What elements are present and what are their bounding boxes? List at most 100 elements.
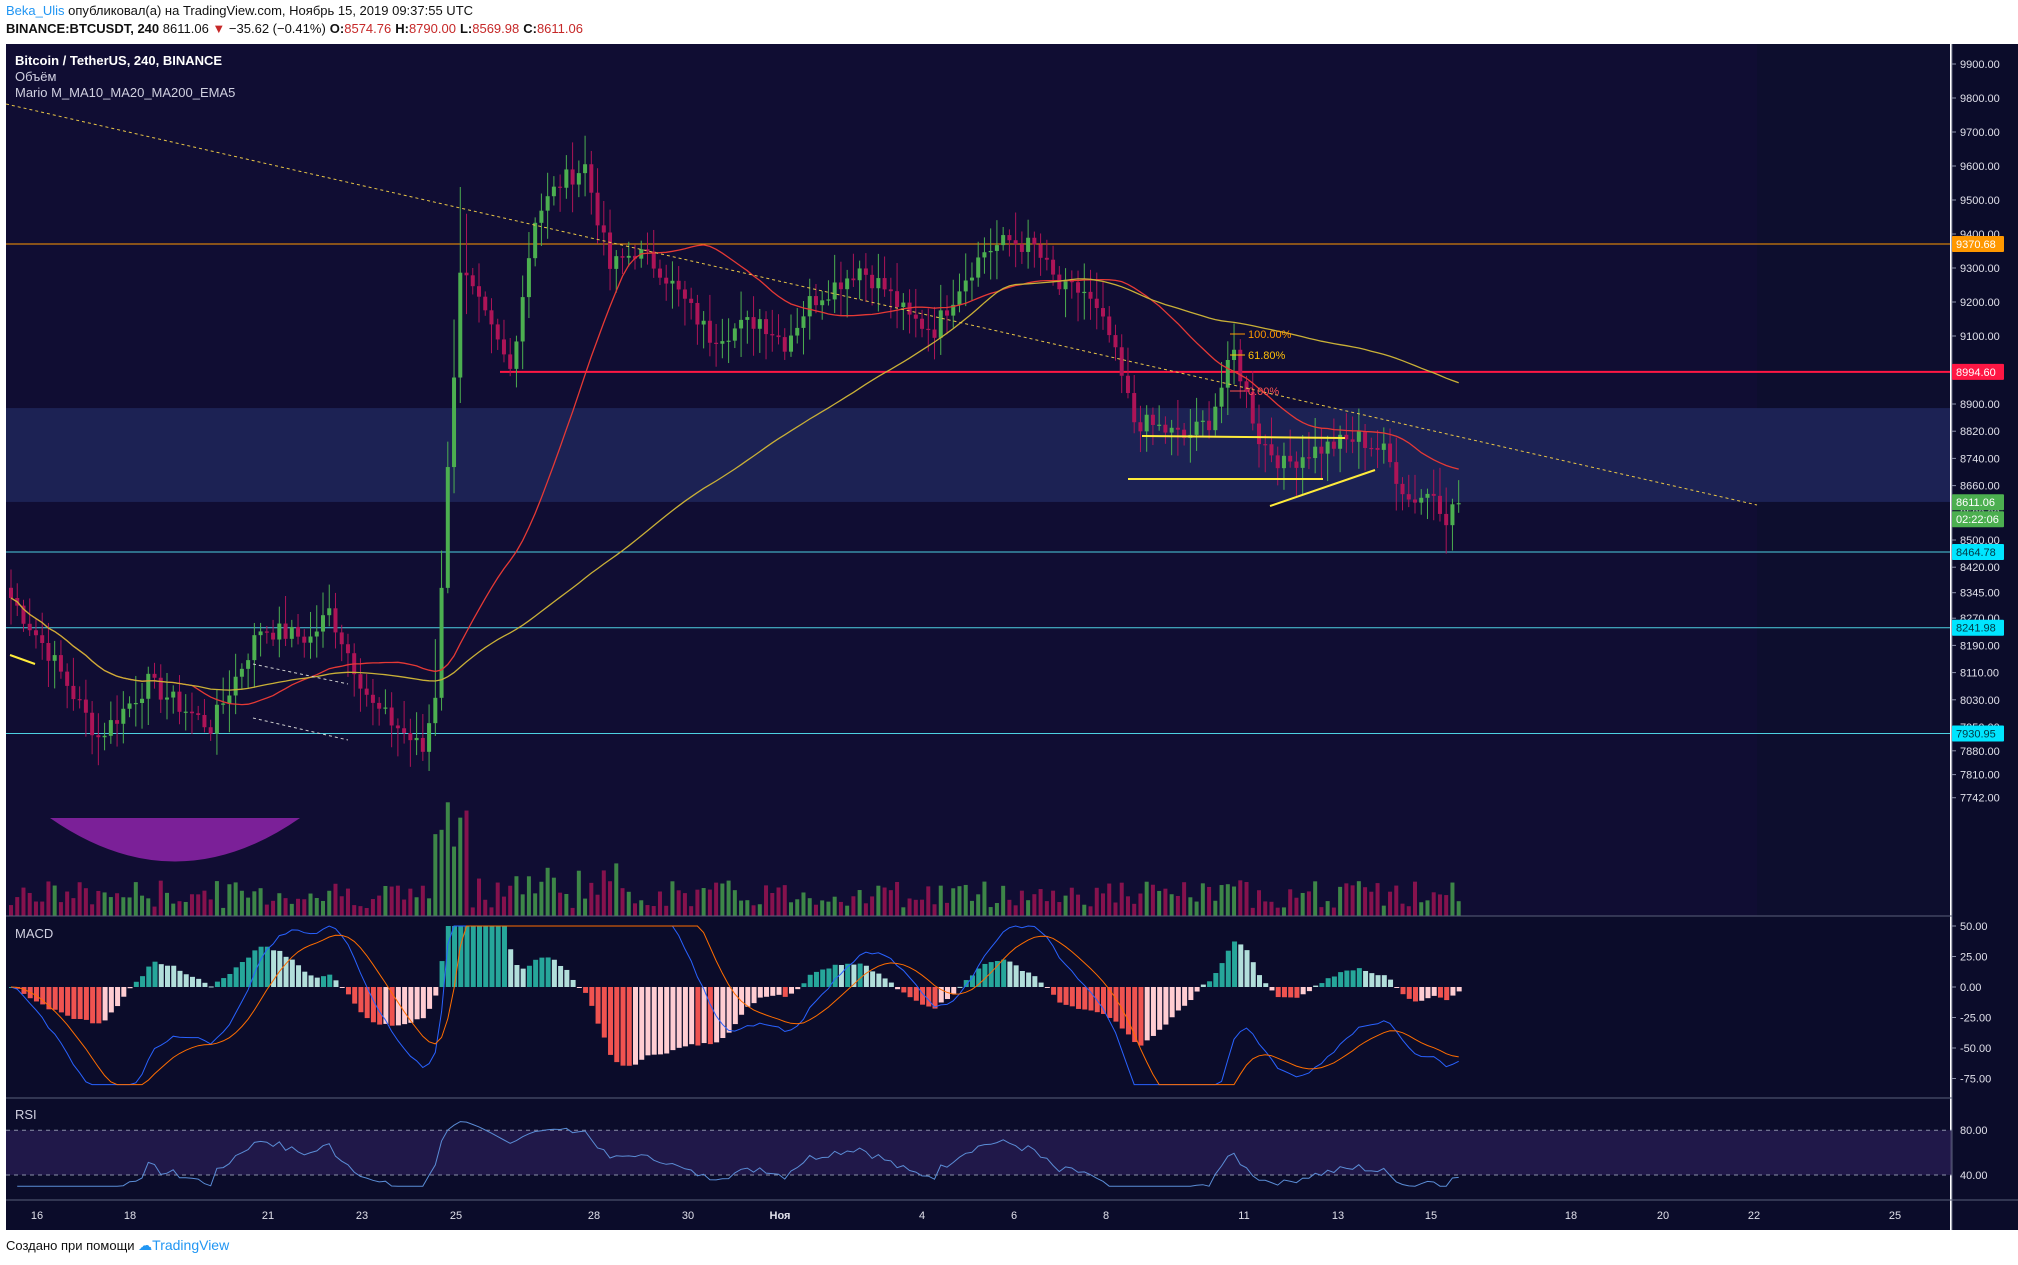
macd-bar [832, 964, 838, 987]
macd-tick-label: 25.00 [1960, 952, 1988, 964]
macd-bar [645, 987, 651, 1056]
macd-bar [1288, 987, 1294, 998]
macd-bar [1101, 987, 1106, 1014]
macd-bar [994, 961, 1000, 987]
candle [358, 674, 363, 689]
macd-tick-label: -75.00 [1960, 1074, 1991, 1086]
macd-bar [202, 982, 208, 987]
volume-bar [1082, 904, 1087, 916]
candle [1163, 424, 1168, 433]
macd-bar [1119, 987, 1125, 1029]
macd-tick-label: 50.00 [1960, 921, 1988, 933]
volume-bar [1413, 881, 1417, 916]
candle [96, 735, 101, 738]
candle [682, 289, 687, 299]
macd-bar [501, 926, 507, 987]
macd-bar [196, 978, 202, 987]
macd-bar [271, 950, 277, 987]
candle [1076, 282, 1081, 293]
candle [1400, 483, 1405, 495]
volume-bar [558, 892, 563, 916]
volume-bar [1381, 905, 1386, 916]
volume-bar [1107, 883, 1112, 916]
candle [90, 712, 95, 736]
candle [445, 467, 450, 588]
macd-bar [870, 971, 876, 987]
volume-bar [333, 883, 338, 916]
macd-bar [876, 973, 882, 987]
volume-bar [801, 892, 806, 916]
volume-bar [776, 887, 781, 916]
macd-bar [707, 987, 713, 1045]
macd-bar [595, 987, 601, 1024]
volume-bar [664, 905, 669, 916]
volume-bar [15, 897, 20, 916]
volume-bar [526, 876, 531, 916]
macd-bar [1044, 987, 1050, 988]
volume-bar [96, 890, 101, 916]
volume-bar [146, 898, 151, 916]
macd-bar [1088, 987, 1094, 1011]
candle [333, 608, 338, 633]
macd-bar [1107, 987, 1113, 1018]
volume-bar [115, 893, 120, 916]
candle [1269, 444, 1274, 456]
candle [1388, 443, 1393, 463]
volume-bar [795, 899, 800, 916]
candle [676, 280, 681, 290]
price-label-box [1952, 511, 2004, 528]
volume-bar [308, 893, 313, 916]
macd-bar [1125, 987, 1131, 1035]
macd-bar [657, 987, 663, 1055]
macd-bar [601, 987, 607, 1038]
chart-canvas[interactable]: 100.00% 61.80% 0.00% 9900.00 9800.00 9700.00… [0, 0, 2018, 1230]
candle [938, 310, 943, 338]
volume-bar [508, 885, 513, 916]
macd-bar [1026, 972, 1032, 987]
volume-bar [1319, 907, 1324, 916]
volume-bar [938, 885, 943, 916]
volume-bar [782, 885, 787, 916]
signal-line [10, 925, 1459, 1086]
macd-bar [1051, 987, 1057, 995]
macd-bar [1363, 970, 1369, 987]
macd-bar [395, 987, 401, 1026]
volume-bar [177, 901, 182, 916]
time-tick-label: 25 [1889, 1210, 1901, 1222]
volume-bar [551, 877, 556, 916]
price-tick-label: 8900.00 [1960, 399, 2000, 411]
candle [1107, 316, 1112, 336]
time-tick-label: 15 [1425, 1210, 1437, 1222]
volume-bar [1038, 889, 1043, 916]
price-tick-label: 9200.00 [1960, 297, 2000, 309]
candle [21, 605, 26, 624]
volume-bar [264, 904, 269, 916]
macd-bar [1331, 976, 1337, 987]
volume-bar [1101, 893, 1105, 916]
tradingview-brand[interactable]: TradingView [152, 1237, 230, 1253]
candle [227, 695, 232, 704]
volume-bar [1257, 890, 1261, 916]
macd-bar [477, 926, 482, 987]
tradingview-logo-icon[interactable]: ☁ [138, 1237, 153, 1253]
candle [1300, 457, 1305, 468]
volume-bar [364, 907, 369, 916]
candle [913, 314, 918, 319]
volume-bar [1400, 903, 1405, 916]
volume-bar [1019, 890, 1024, 916]
volume-bar [1194, 901, 1199, 916]
volume-bar [1182, 882, 1187, 916]
macd-bar [1094, 987, 1100, 1013]
macd-bar [1076, 987, 1082, 1009]
volume-bar [1169, 894, 1174, 916]
volume-bar [302, 899, 307, 916]
volume-bar [1269, 901, 1274, 916]
macd-bar [171, 965, 177, 987]
high-value: 8790.00 [408, 21, 456, 36]
candle [589, 164, 594, 193]
author-link[interactable]: Beka_Ulis [6, 3, 65, 18]
candle [1200, 420, 1205, 422]
macd-bar [1456, 987, 1462, 992]
macd-bar [464, 926, 470, 987]
candle [963, 280, 968, 292]
